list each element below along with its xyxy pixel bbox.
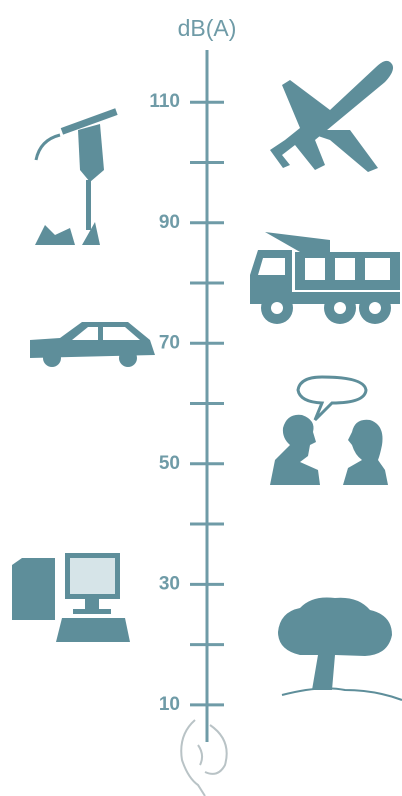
ear-icon (180, 719, 228, 796)
tick-label: 70 (159, 332, 180, 353)
tick-label: 110 (149, 91, 180, 112)
car-icon (30, 322, 155, 367)
jackhammer-icon (34, 108, 118, 245)
tree-icon (278, 597, 402, 701)
truck-icon (250, 232, 400, 324)
conversation-icon (270, 375, 388, 485)
tick-label: 10 (159, 694, 180, 715)
tick-label: 30 (159, 573, 180, 594)
tick-label: 90 (159, 212, 180, 233)
computer-icon (12, 553, 130, 642)
airplane-icon (270, 60, 394, 172)
scale-label: dB(A) (178, 15, 237, 41)
tick-label: 50 (159, 453, 180, 474)
